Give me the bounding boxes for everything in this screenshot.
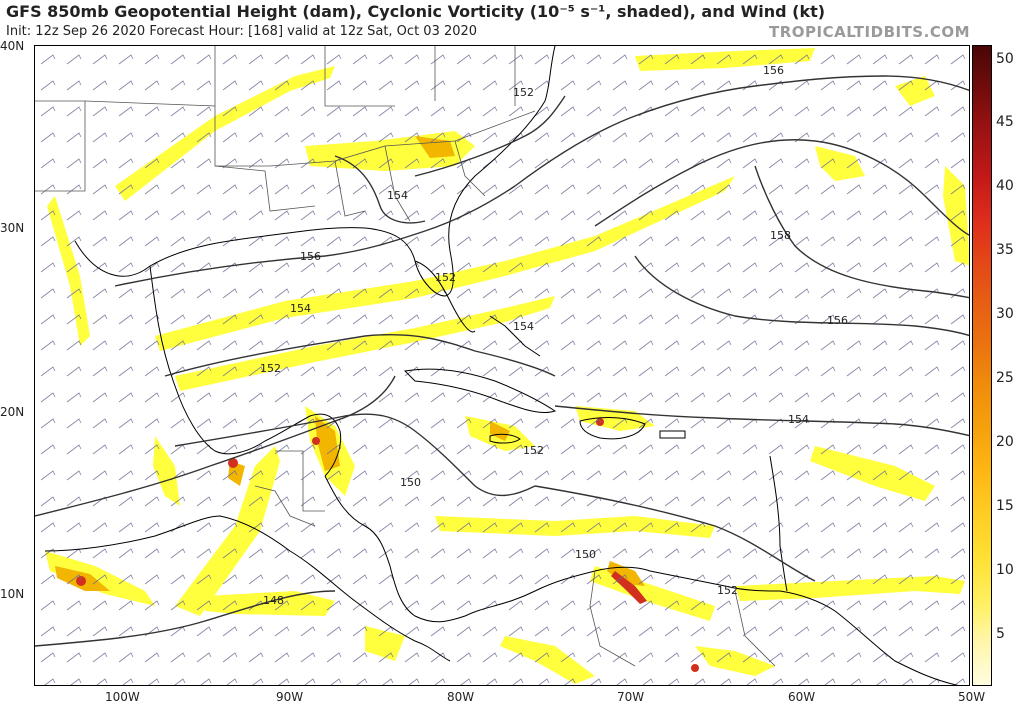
contour-line: [164, 333, 556, 377]
state-border: [35, 100, 86, 192]
central-america-pacific-coast: [44, 515, 451, 662]
florida: [414, 260, 476, 333]
forecast-subtitle: Init: 12z Sep 26 2020 Forecast Hour: [16…: [6, 24, 478, 39]
south-america-coast: [649, 570, 959, 685]
contour-line: [114, 75, 969, 287]
contour-line: [35, 375, 396, 517]
colorbar: [972, 45, 992, 686]
coastlines: [44, 46, 959, 685]
contour-label: 156: [300, 250, 321, 263]
colorbar-label-30: 30: [996, 306, 1014, 322]
contour-label: 152: [523, 444, 544, 457]
contour-label: 154: [513, 320, 534, 333]
mexico-coast: [149, 265, 342, 477]
contour-label: 158: [770, 229, 791, 242]
colorbar-label-15: 15: [996, 498, 1014, 514]
country-border: [589, 570, 636, 667]
lat-label-40n: 40N: [0, 39, 25, 53]
contour-label: 156: [827, 314, 848, 327]
hispaniola: [579, 417, 646, 440]
us-gulf-coast: [74, 46, 556, 297]
central-america-caribbean-coast: [324, 475, 651, 623]
contour-label: 154: [788, 413, 809, 426]
lon-label-60w: 60W: [788, 690, 816, 704]
colorbar-label-50: 50: [996, 51, 1014, 67]
contour-labels: 152 154 156 156 158 154 152 150 148 152 …: [260, 64, 848, 607]
lon-label-50w: 50W: [958, 690, 986, 704]
contour-line: [554, 405, 969, 437]
state-border: [454, 140, 486, 197]
colorbar-label-45: 45: [996, 114, 1014, 130]
contour-line: [35, 590, 336, 647]
bahamas: [489, 315, 541, 357]
state-border: [384, 145, 411, 222]
wind-barbs: [35, 46, 969, 685]
contour-label: 152: [435, 271, 456, 284]
height-contours: [35, 75, 969, 647]
contour-line: [414, 95, 566, 177]
colorbar-label-10: 10: [996, 562, 1014, 578]
contour-line: [334, 155, 426, 224]
lon-label-80w: 80W: [447, 690, 475, 704]
contour-line: [754, 165, 969, 299]
contour-label: 154: [387, 189, 408, 202]
state-border: [214, 165, 316, 212]
puerto-rico: [659, 430, 686, 439]
contour-label: 154: [290, 302, 311, 315]
colorbar-label-5: 5: [996, 626, 1005, 642]
country-border: [275, 450, 325, 512]
chart-title: GFS 850mb Geopotential Height (dam), Cyc…: [6, 2, 826, 21]
borders: [35, 46, 776, 667]
contour-line: [634, 255, 969, 337]
map-canvas: 152 154 156 156 158 154 152 150 148 152 …: [35, 46, 969, 685]
colorbar-label-35: 35: [996, 242, 1014, 258]
lat-label-30n: 30N: [0, 221, 25, 235]
site-credit: TROPICALTIDBITS.COM: [769, 23, 970, 41]
colorbar-label-25: 25: [996, 370, 1014, 386]
state-border: [84, 100, 270, 167]
country-border: [254, 485, 316, 527]
contour-label: 152: [717, 584, 738, 597]
jamaica: [489, 433, 521, 444]
lat-label-20n: 20N: [0, 405, 25, 419]
contour-label: 150: [575, 548, 596, 561]
colorbar-label-40: 40: [996, 178, 1014, 194]
colorbar-label-20: 20: [996, 434, 1014, 450]
contour-label: 148: [263, 594, 284, 607]
contour-label: 152: [513, 86, 534, 99]
state-border: [324, 46, 395, 107]
contour-line: [174, 413, 536, 497]
lon-label-100w: 100W: [105, 690, 140, 704]
cuba: [403, 368, 557, 414]
country-border: [734, 590, 776, 667]
lon-label-70w: 70W: [617, 690, 645, 704]
lesser-antilles: [769, 455, 788, 592]
lon-label-90w: 90W: [276, 690, 304, 704]
lat-label-10n: 10N: [0, 587, 25, 601]
state-border: [334, 160, 366, 217]
contour-label: 150: [400, 476, 421, 489]
weather-map: 152 154 156 156 158 154 152 150 148 152 …: [34, 45, 970, 686]
contour-label: 152: [260, 362, 281, 375]
contour-label: 156: [763, 64, 784, 77]
contour-line: [534, 485, 816, 582]
contour-line: [594, 139, 969, 236]
